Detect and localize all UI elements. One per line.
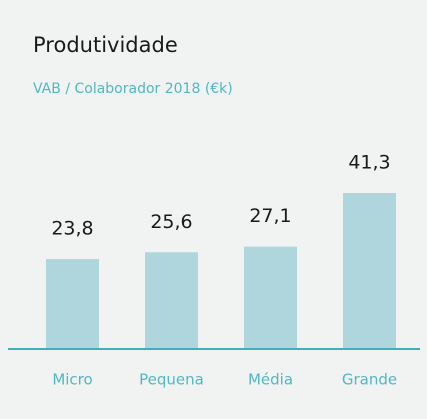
chart-title: Produtividade <box>33 33 178 57</box>
bar <box>46 259 99 349</box>
value-label: 25,6 <box>150 211 192 233</box>
bar <box>343 193 396 349</box>
value-label: 41,3 <box>348 152 390 174</box>
value-label: 27,1 <box>249 205 291 227</box>
bar <box>145 252 198 349</box>
value-label: 23,8 <box>51 218 93 240</box>
chart-subtitle: VAB / Colaborador 2018 (€k) <box>33 81 233 97</box>
x-tick-label: Média <box>248 371 293 389</box>
x-tick-label: Pequena <box>139 371 204 389</box>
bar <box>244 246 297 349</box>
x-tick-label: Grande <box>342 371 397 389</box>
x-tick-label: Micro <box>52 371 92 389</box>
